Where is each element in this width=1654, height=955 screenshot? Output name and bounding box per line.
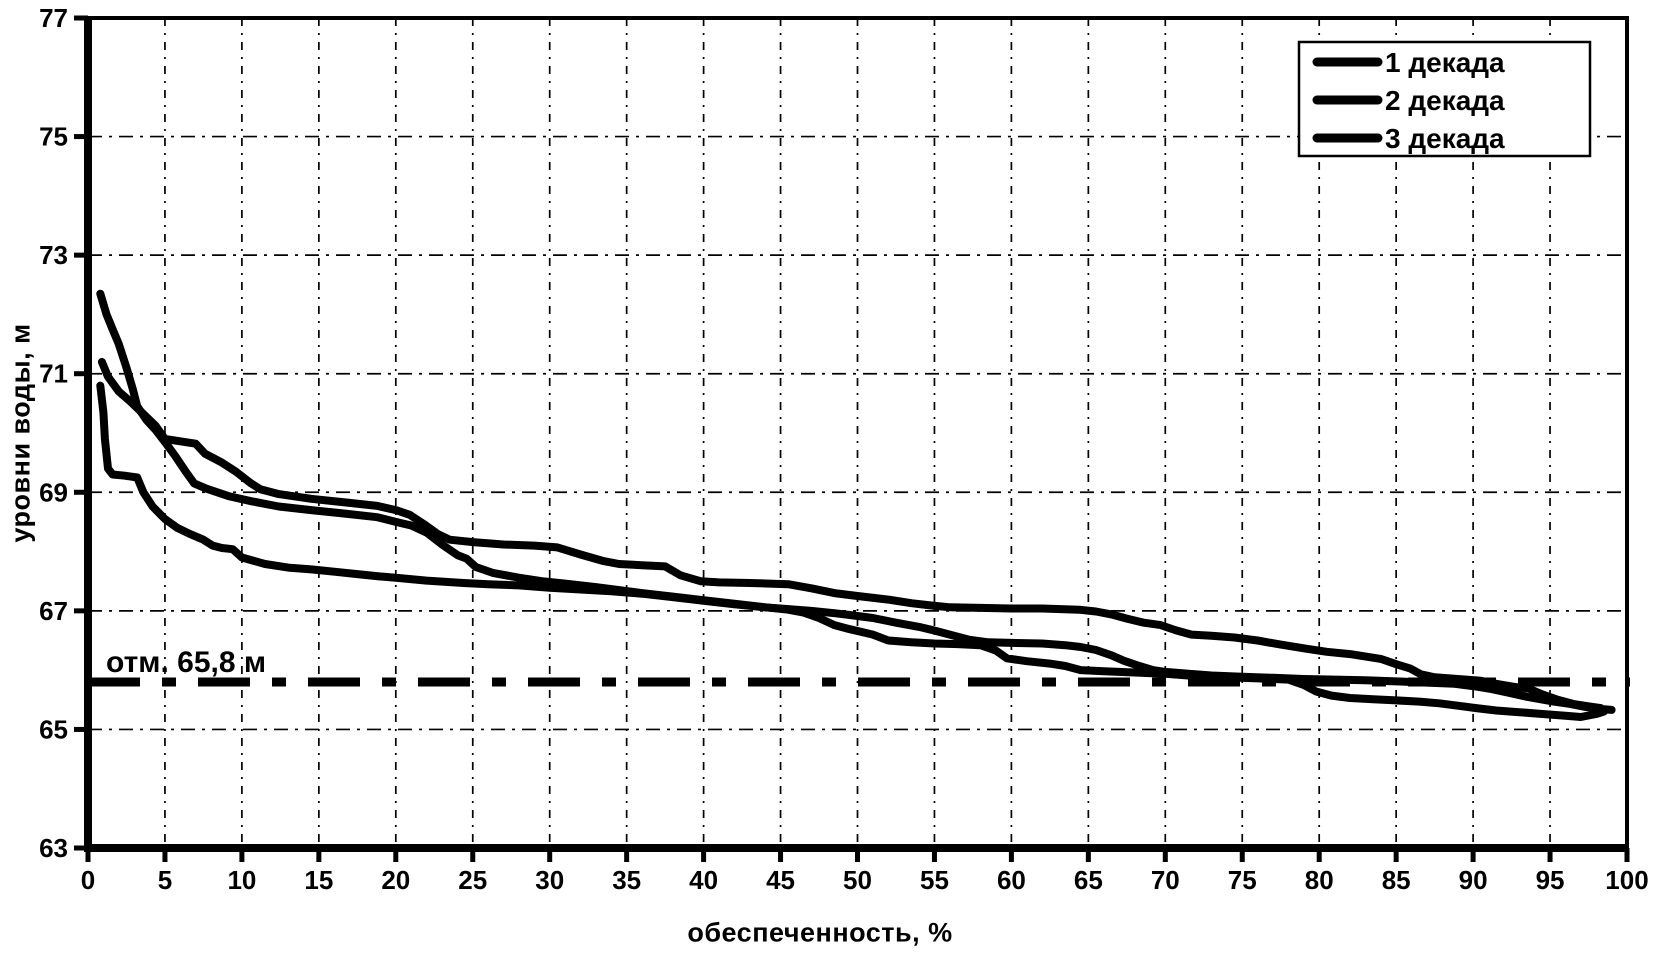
- x-tick-label: 100: [1605, 865, 1648, 895]
- x-tick-label: 95: [1536, 865, 1565, 895]
- y-axis-title: уровни воды, м: [5, 323, 36, 543]
- series-curve-3: [96, 381, 1616, 714]
- y-tick-label: 71: [39, 359, 68, 389]
- series-curve-2: [97, 357, 1605, 713]
- legend-entry-label-2: 2 декада: [1385, 85, 1505, 116]
- x-tick-label: 45: [766, 865, 795, 895]
- x-tick-label: 25: [458, 865, 487, 895]
- x-tick-label: 0: [81, 865, 95, 895]
- legend-entry-label-1: 1 декада: [1385, 47, 1505, 78]
- x-tick-label: 5: [158, 865, 172, 895]
- x-tick-label: 70: [1151, 865, 1180, 895]
- x-axis-title: обеспеченность, %: [687, 917, 953, 948]
- x-tick-label: 80: [1305, 865, 1334, 895]
- y-tick-label: 67: [39, 596, 68, 626]
- series-curve-1: [96, 289, 1608, 721]
- x-tick-label: 35: [612, 865, 641, 895]
- y-tick-label: 75: [39, 122, 68, 152]
- y-tick-label: 77: [39, 3, 68, 33]
- y-tick-label: 69: [39, 477, 68, 507]
- x-tick-label: 50: [843, 865, 872, 895]
- x-tick-label: 55: [920, 865, 949, 895]
- x-tick-label: 85: [1382, 865, 1411, 895]
- x-tick-label: 75: [1228, 865, 1257, 895]
- legend-entry-label-3: 3 декада: [1385, 123, 1505, 154]
- reference-level-label: отм. 65,8 м: [106, 646, 266, 679]
- x-tick-label: 30: [535, 865, 564, 895]
- x-tick-label: 20: [381, 865, 410, 895]
- y-tick-label: 65: [39, 714, 68, 744]
- x-tick-label: 65: [1074, 865, 1103, 895]
- x-tick-label: 10: [227, 865, 256, 895]
- x-tick-label: 60: [997, 865, 1026, 895]
- x-tick-label: 15: [304, 865, 333, 895]
- y-tick-label: 73: [39, 240, 68, 270]
- x-tick-label: 90: [1459, 865, 1488, 895]
- x-tick-label: 40: [689, 865, 718, 895]
- y-tick-label: 63: [39, 833, 68, 863]
